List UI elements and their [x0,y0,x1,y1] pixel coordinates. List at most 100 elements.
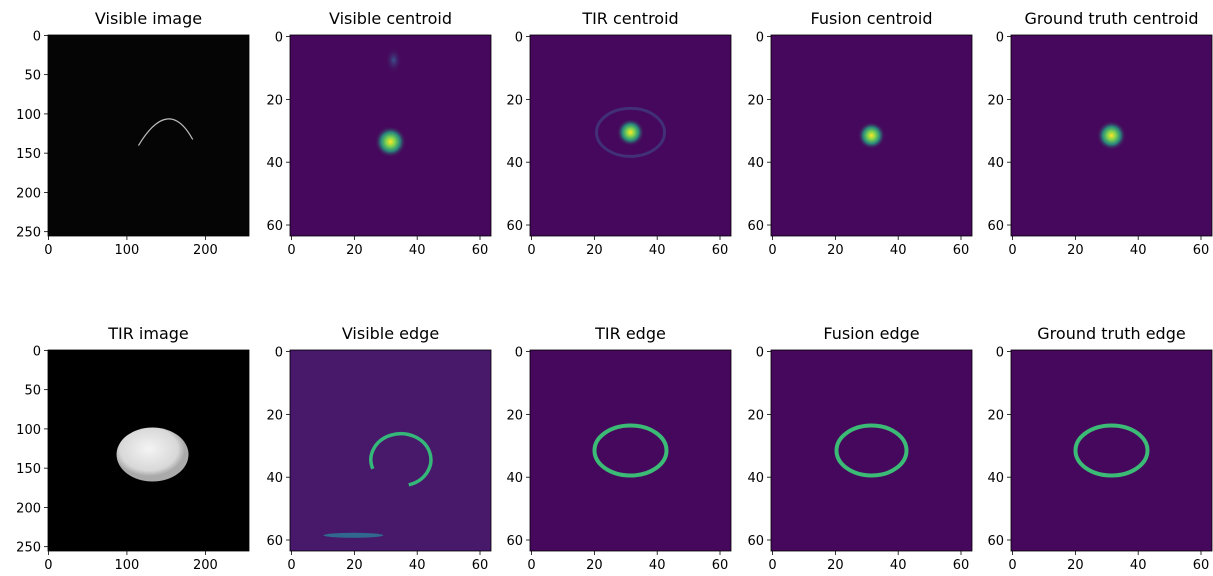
y-tick-label: 0 [275,31,283,46]
y-tick-label: 20 [747,93,764,108]
y-tick-label: 60 [987,219,1004,234]
y-tick-label: 0 [33,29,41,44]
y-tick-label: 20 [987,93,1004,108]
image [1011,350,1212,551]
subplot: Visible edge 0 20 40 60 0 20 40 60 [266,324,492,573]
y-tick-label: 0 [996,31,1004,46]
y-tick-label: 0 [756,31,764,46]
y-tick-label: 100 [16,108,41,123]
x-tick-label: 100 [114,243,139,258]
x-tick-label: 60 [712,558,729,573]
image-area [290,350,491,551]
x-tick-label: 20 [346,558,363,573]
y-tick-label: 150 [16,462,41,477]
y-tick-label: 50 [24,384,41,399]
y-tick-label: 20 [506,93,523,108]
x-tick-label: 0 [287,558,295,573]
image-blob [857,121,886,150]
y-tick-label: 40 [266,156,283,171]
image [771,350,972,551]
y-tick-label: 20 [987,408,1004,423]
x-tick-label: 0 [44,243,52,258]
image-arc [137,118,194,146]
y-tick-label: 20 [747,408,764,423]
subplot: TIR image 0 100 200 0 50 100 150 200 250 [16,324,250,573]
x-tick-label: 20 [586,558,603,573]
y-tick-label: 40 [987,156,1004,171]
x-tick-label: 0 [768,558,776,573]
axes-frame [289,349,492,552]
image-area [771,35,972,236]
x-tick-label: 20 [1067,558,1084,573]
subplot-title: TIR edge [594,324,666,343]
image-area [1011,35,1212,236]
subplot-title: Ground truth edge [1037,324,1185,343]
subplot: TIR edge 0 20 40 60 0 20 40 60 [506,324,732,573]
y-tick-label: 250 [16,226,41,241]
image-area [530,350,731,551]
x-tick-label: 60 [953,243,970,258]
x-tick-label: 0 [44,558,52,573]
x-tick-label: 20 [346,243,363,258]
image-area [48,35,249,236]
y-tick-label: 60 [987,534,1004,549]
image-area [1011,350,1212,551]
x-tick-label: 40 [1130,243,1147,258]
y-tick-label: 60 [747,534,764,549]
y-tick-label: 60 [266,534,283,549]
x-tick-label: 40 [649,243,666,258]
x-tick-label: 0 [527,558,535,573]
image-area [290,35,491,236]
subplot: Fusion edge 0 20 40 60 0 20 40 60 [747,324,973,573]
image-stone [116,427,189,482]
y-tick-label: 200 [16,186,41,201]
subplot-title: Visible edge [342,324,439,343]
x-tick-label: 20 [827,558,844,573]
x-tick-label: 40 [649,558,666,573]
x-tick-label: 200 [193,243,218,258]
y-tick-label: 20 [506,408,523,423]
subplot-title: Visible image [95,9,202,28]
x-tick-label: 20 [827,243,844,258]
subplot: Ground truth centroid 0 20 40 60 0 20 40 60 [987,9,1213,258]
image-edge [592,423,669,478]
subplot-title: Fusion centroid [811,9,933,28]
x-tick-label: 0 [527,243,535,258]
y-tick-label: 60 [747,219,764,234]
x-tick-label: 40 [1130,558,1147,573]
axes-frame [1010,34,1213,237]
y-tick-label: 50 [24,69,41,84]
subplot: Visible image 0 100 200 0 50 100 150 200 250 [16,9,250,258]
y-tick-label: 0 [756,346,764,361]
x-tick-label: 20 [1067,243,1084,258]
x-tick-label: 60 [472,243,489,258]
x-tick-label: 100 [114,558,139,573]
y-tick-label: 40 [266,471,283,486]
x-tick-label: 60 [1193,243,1210,258]
image-blob [374,125,407,158]
x-tick-label: 60 [712,243,729,258]
axes-frame [47,34,250,237]
y-tick-label: 0 [996,346,1004,361]
x-tick-label: 0 [1008,558,1016,573]
subplot-title: Ground truth centroid [1024,9,1198,28]
y-tick-label: 0 [515,31,523,46]
y-tick-label: 60 [506,534,523,549]
image-blob [384,46,403,75]
axes-frame [1010,349,1213,552]
x-tick-label: 40 [890,558,907,573]
image-ring [595,106,666,158]
x-tick-label: 60 [472,558,489,573]
axes-frame [529,34,732,237]
y-tick-label: 40 [987,471,1004,486]
x-tick-label: 0 [768,243,776,258]
image-area [771,350,972,551]
x-tick-label: 40 [890,243,907,258]
image-edge [1073,423,1150,478]
image-area [48,350,249,551]
y-tick-label: 60 [266,219,283,234]
y-tick-label: 40 [747,471,764,486]
x-tick-label: 0 [1008,243,1016,258]
image-area [530,35,731,236]
